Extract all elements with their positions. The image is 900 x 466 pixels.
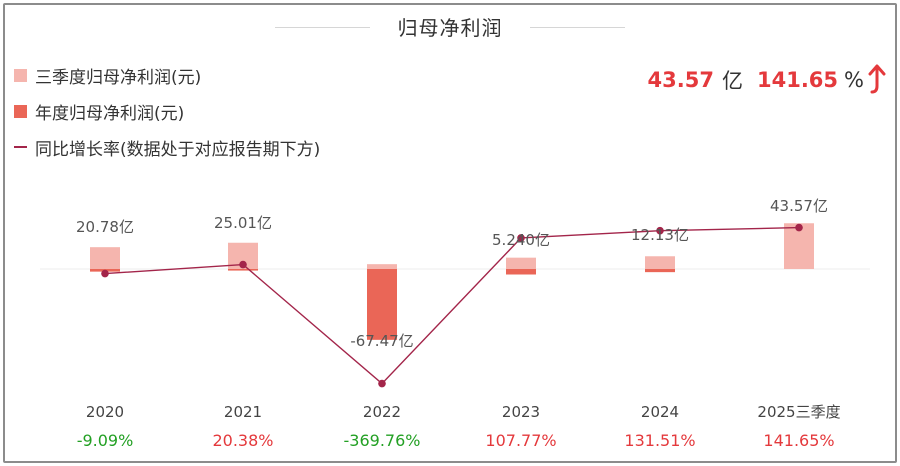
up-arrow-icon — [868, 64, 886, 94]
x-tick-label: 2025三季度 — [757, 403, 840, 421]
quarterly-bar-2022 — [367, 264, 397, 269]
x-tick-label: 2021 — [224, 403, 262, 421]
bar-value-label: 5.240亿 — [492, 231, 550, 249]
growth-point-2022 — [378, 379, 386, 388]
growth-rate-label: -9.09% — [77, 431, 134, 450]
x-tick-label: 2023 — [502, 403, 540, 421]
growth-line — [104, 226, 800, 385]
growth-point-2024 — [656, 226, 664, 235]
growth-point-2025三季度 — [795, 223, 803, 232]
growth-rate-label: 131.51% — [624, 431, 695, 450]
annual-bar-2021 — [228, 269, 258, 271]
legend-item-annual[interactable]: 年度归母净利润(元) — [14, 100, 320, 124]
bar-value-label: 12.13亿 — [631, 226, 689, 244]
growth-rate-label: 20.38% — [212, 431, 273, 450]
kpi-growth-unit: % — [844, 68, 864, 92]
title-divider-right — [530, 27, 625, 28]
growth-point-2021 — [239, 260, 247, 269]
legend: 三季度归母净利润(元) 年度归母净利润(元) 同比增长率(数据处于对应报告期下方… — [14, 64, 320, 172]
legend-label-annual: 年度归母净利润(元) — [35, 103, 185, 124]
title-area: 归母净利润 — [275, 10, 625, 44]
legend-swatch-quarterly — [14, 68, 27, 82]
quarterly-bar-2020 — [90, 247, 120, 269]
legend-label-growth: 同比增长率(数据处于对应报告期下方) — [35, 139, 321, 160]
annual-bar-2022 — [367, 269, 397, 340]
growth-point-2020 — [101, 269, 109, 278]
kpi-growth: 141.65 — [756, 68, 839, 92]
growth-rate-label: -369.76% — [344, 431, 421, 450]
title-divider-left — [275, 27, 370, 28]
kpi-value: 43.57 — [647, 68, 714, 92]
growth-rate-label: 107.77% — [485, 431, 556, 450]
bar-value-label: -67.47亿 — [350, 332, 413, 350]
growth-point-2023 — [517, 234, 525, 242]
x-tick-label: 2022 — [363, 403, 401, 421]
legend-item-quarterly[interactable]: 三季度归母净利润(元) — [14, 64, 320, 88]
kpi-summary: 43.57 亿 141.65 % — [648, 60, 886, 100]
bar-value-label: 43.57亿 — [770, 197, 828, 215]
kpi-unit: 亿 — [721, 69, 743, 93]
quarterly-bar-2024 — [645, 256, 675, 269]
bar-value-label: 20.78亿 — [76, 218, 134, 236]
quarterly-bar-2023 — [506, 257, 536, 269]
annual-bar-2024 — [645, 269, 675, 273]
legend-item-growth[interactable]: 同比增长率(数据处于对应报告期下方) — [14, 136, 321, 160]
x-tick-label: 2020 — [86, 403, 124, 421]
annual-bar-2023 — [506, 269, 536, 275]
chart-card — [3, 3, 897, 463]
legend-label-quarterly: 三季度归母净利润(元) — [35, 67, 202, 88]
bar-value-label: 25.01亿 — [214, 214, 272, 232]
growth-rate-label: 141.65% — [763, 431, 834, 450]
legend-swatch-annual — [14, 104, 27, 118]
chart-title: 归母净利润 — [397, 16, 503, 40]
x-tick-label: 2024 — [641, 403, 679, 421]
legend-swatch-growth — [14, 146, 27, 148]
